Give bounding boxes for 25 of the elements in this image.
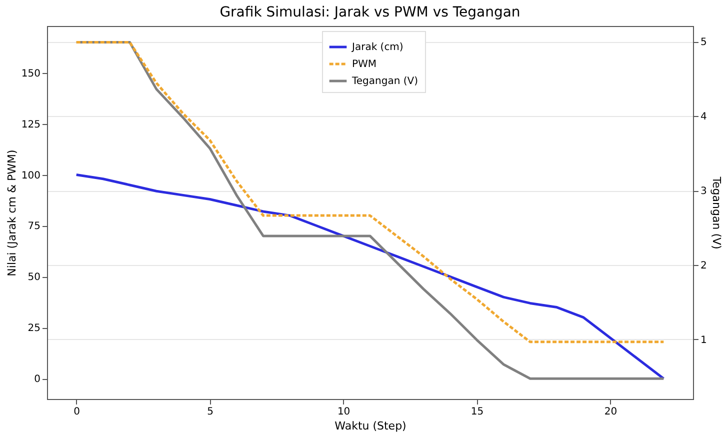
chart-title: Grafik Simulasi: Jarak vs PWM vs Tegangan [220,4,520,20]
x-tick-label: 20 [604,406,618,418]
x-tick-label: 10 [337,406,350,418]
y2-tick-label: 4 [700,112,707,123]
y2-tick-label: 2 [700,260,707,272]
x-tick-label: 0 [74,406,80,418]
legend-label: PWM [352,59,377,70]
y2-tick-label: 5 [700,37,707,48]
y-tick-label: 25 [28,323,40,334]
legend-label: Jarak (cm) [351,42,404,53]
x-tick-label: 5 [207,406,214,418]
x-axis-title: Waktu (Step) [334,420,406,432]
y-tick-label: 150 [21,68,40,80]
y-tick-label: 0 [34,374,40,386]
line-series [75,174,665,380]
y2-axis-title: Tegangan (V) [710,176,723,250]
x-tick-label: 15 [470,406,484,418]
y-axis-title: Nilai (Jarak cm & PWM) [5,150,18,276]
y2-tick-label: 3 [700,186,707,198]
y-tick-label: 75 [28,221,40,232]
y-tick-label: 50 [28,272,40,284]
y2-tick-label: 1 [700,334,707,346]
y-tick-label: 100 [21,170,40,182]
y-tick-label: 125 [21,119,40,130]
legend-label: Tegangan (V) [351,76,418,87]
